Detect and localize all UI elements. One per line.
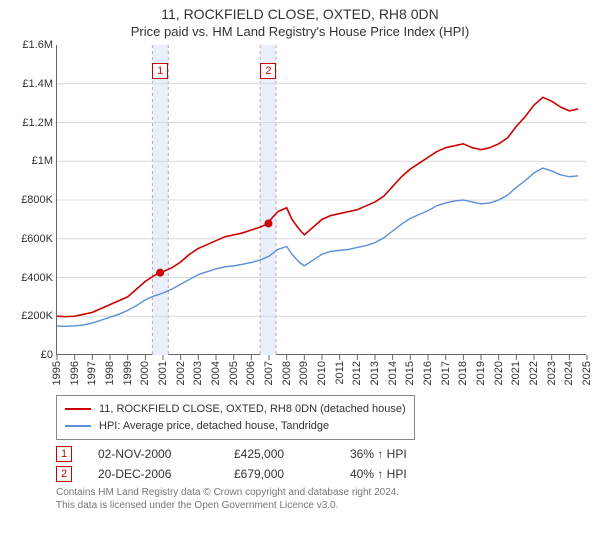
footer-text: Contains HM Land Registry data © Crown c…	[56, 486, 590, 512]
sale-price: £679,000	[234, 467, 324, 481]
x-axis-label: 2014	[387, 361, 399, 385]
x-axis-label: 2022	[528, 361, 540, 385]
x-axis-label: 2001	[157, 361, 169, 385]
sale-marker: 2	[56, 466, 72, 482]
x-axis-label: 2023	[546, 361, 558, 385]
x-axis-label: 2009	[298, 361, 310, 385]
x-axis-label: 2020	[493, 361, 505, 385]
sale-marker: 1	[56, 446, 72, 462]
x-axis-label: 2002	[175, 361, 187, 385]
chart-annotation-marker: 1	[152, 63, 168, 79]
x-axis-label: 2000	[139, 361, 151, 385]
x-axis-label: 2018	[457, 361, 469, 385]
legend-label: 11, ROCKFIELD CLOSE, OXTED, RH8 0DN (det…	[99, 401, 406, 418]
legend-swatch	[65, 408, 91, 410]
footer-line-2: This data is licensed under the Open Gov…	[56, 499, 590, 512]
page-title: 11, ROCKFIELD CLOSE, OXTED, RH8 0DN	[10, 6, 590, 22]
legend-label: HPI: Average price, detached house, Tand…	[99, 418, 329, 435]
y-axis-label: £1M	[32, 155, 53, 167]
x-axis-label: 2012	[351, 361, 363, 385]
x-axis-label: 2019	[475, 361, 487, 385]
x-axis-label: 2010	[316, 361, 328, 385]
x-axis-label: 2017	[440, 361, 452, 385]
sale-date: 20-DEC-2006	[98, 467, 208, 481]
x-axis-label: 2004	[210, 361, 222, 385]
x-axis-label: 2025	[581, 361, 593, 385]
y-axis-label: £1.6M	[22, 39, 53, 51]
y-axis-label: £800K	[21, 194, 53, 206]
x-axis-label: 1997	[86, 361, 98, 385]
sale-row: 2 20-DEC-2006 £679,000 40% ↑ HPI	[56, 466, 590, 482]
chart-plot: £0£200K£400K£600K£800K£1M£1.2M£1.4M£1.6M…	[56, 45, 586, 355]
x-axis-label: 2005	[228, 361, 240, 385]
y-axis-label: £200K	[21, 310, 53, 322]
chart-annotation-marker: 2	[260, 63, 276, 79]
chart-area: £0£200K£400K£600K£800K£1M£1.2M£1.4M£1.6M…	[10, 45, 590, 355]
x-axis-label: 2003	[192, 361, 204, 385]
legend-swatch	[65, 425, 91, 427]
x-axis-label: 2008	[281, 361, 293, 385]
x-axis-label: 2016	[422, 361, 434, 385]
sale-delta: 40% ↑ HPI	[350, 467, 407, 481]
y-axis-label: £600K	[21, 233, 53, 245]
x-axis-label: 2024	[563, 361, 575, 385]
page-subtitle: Price paid vs. HM Land Registry's House …	[10, 24, 590, 39]
x-axis-label: 1996	[69, 361, 81, 385]
x-axis-label: 1995	[51, 361, 63, 385]
y-axis-label: £0	[41, 349, 53, 361]
x-axis-label: 2021	[510, 361, 522, 385]
legend-item: HPI: Average price, detached house, Tand…	[65, 418, 406, 435]
x-axis-label: 2013	[369, 361, 381, 385]
y-axis-label: £400K	[21, 272, 53, 284]
x-axis-label: 2011	[334, 361, 346, 385]
sale-price: £425,000	[234, 447, 324, 461]
x-axis-label: 2006	[245, 361, 257, 385]
x-axis-label: 2007	[263, 361, 275, 385]
sales-list: 1 02-NOV-2000 £425,000 36% ↑ HPI 2 20-DEC-200…	[10, 446, 590, 482]
y-axis-label: £1.2M	[22, 117, 53, 129]
sale-date: 02-NOV-2000	[98, 447, 208, 461]
footer-line-1: Contains HM Land Registry data © Crown c…	[56, 486, 590, 499]
sale-delta: 36% ↑ HPI	[350, 447, 407, 461]
chart-legend: 11, ROCKFIELD CLOSE, OXTED, RH8 0DN (det…	[56, 395, 415, 440]
legend-item: 11, ROCKFIELD CLOSE, OXTED, RH8 0DN (det…	[65, 401, 406, 418]
x-axis-label: 1998	[104, 361, 116, 385]
sale-row: 1 02-NOV-2000 £425,000 36% ↑ HPI	[56, 446, 590, 462]
y-axis-label: £1.4M	[22, 78, 53, 90]
x-axis-label: 2015	[404, 361, 416, 385]
x-axis-label: 1999	[122, 361, 134, 385]
